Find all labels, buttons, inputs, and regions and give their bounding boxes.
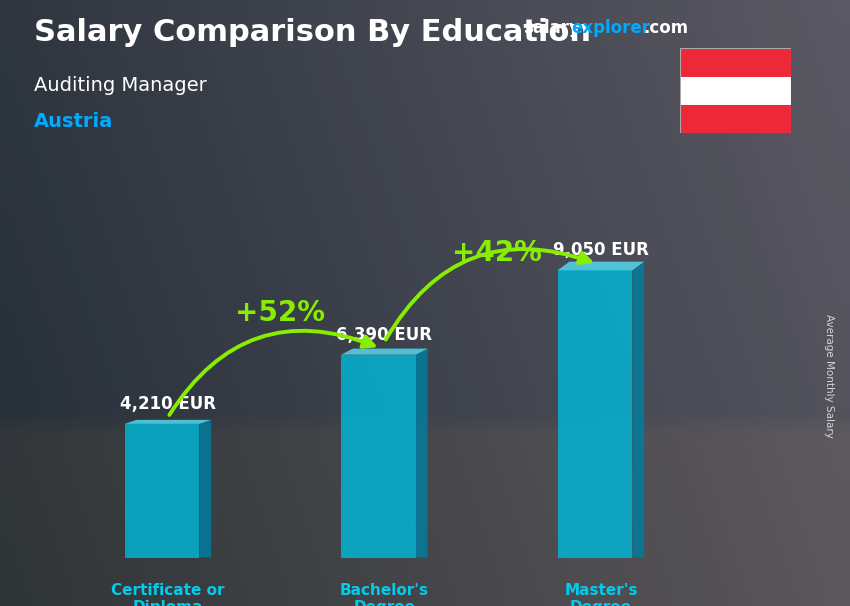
Text: Master's
Degree: Master's Degree <box>564 583 638 606</box>
Text: Bachelor's
Degree: Bachelor's Degree <box>340 583 429 606</box>
Text: 9,050 EUR: 9,050 EUR <box>553 241 649 259</box>
Text: Austria: Austria <box>34 112 113 131</box>
Text: explorer: explorer <box>571 19 650 38</box>
Polygon shape <box>200 420 211 558</box>
Text: Salary Comparison By Education: Salary Comparison By Education <box>34 18 591 47</box>
Polygon shape <box>558 262 644 270</box>
Polygon shape <box>341 348 428 355</box>
Polygon shape <box>341 355 416 558</box>
Text: .com: .com <box>643 19 689 38</box>
Polygon shape <box>416 348 428 558</box>
Polygon shape <box>558 270 632 558</box>
Bar <box>680 48 790 77</box>
Text: Auditing Manager: Auditing Manager <box>34 76 207 95</box>
Text: 6,390 EUR: 6,390 EUR <box>337 325 433 344</box>
Text: +52%: +52% <box>235 299 325 327</box>
Polygon shape <box>125 424 200 558</box>
Bar <box>680 105 790 133</box>
Polygon shape <box>632 262 644 558</box>
Text: +42%: +42% <box>451 239 541 267</box>
Text: 4,210 EUR: 4,210 EUR <box>120 395 216 413</box>
Text: Average Monthly Salary: Average Monthly Salary <box>824 314 834 438</box>
Polygon shape <box>125 420 211 424</box>
Bar <box>680 77 790 105</box>
Text: Certificate or
Diploma: Certificate or Diploma <box>111 583 224 606</box>
Text: salary: salary <box>523 19 580 38</box>
